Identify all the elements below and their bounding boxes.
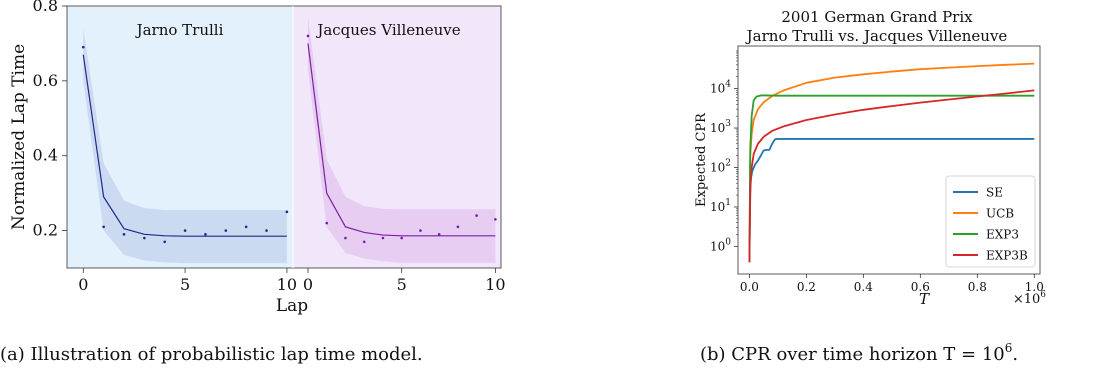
- x-tick-label: 0.2: [797, 280, 816, 294]
- x-tick-label: 1.0: [1025, 280, 1044, 294]
- y-tick-label: 0.2: [33, 221, 58, 240]
- cpr-series: [748, 62, 1035, 263]
- observed-point: [344, 236, 347, 240]
- series-line-exp3: [748, 94, 1035, 263]
- x-tick-label: 0.4: [854, 280, 873, 294]
- confidence-band: [307, 17, 496, 263]
- y-axis-label: Normalized Lap Time: [9, 44, 29, 230]
- observed-point: [163, 240, 167, 244]
- caption-b: (b) CPR over time horizon T = 106.: [700, 341, 1018, 365]
- observed-point: [475, 214, 478, 217]
- observed-point: [419, 229, 422, 232]
- x-tick-label: 10: [277, 275, 297, 294]
- lap-time-series: [81, 17, 497, 264]
- x-tick-label: 0.8: [968, 280, 987, 294]
- x-tick-label: 0.0: [740, 280, 759, 294]
- chart-title: 2001 German Grand Prix: [781, 8, 973, 26]
- observed-point: [183, 229, 187, 232]
- axis-ticks-b: 0.0 0.2 0.4 0.6 0.8 1.0 100 101 102 103 104: [710, 50, 1044, 294]
- y-tick-label: 103: [710, 119, 731, 135]
- y-tick-label: 100: [710, 237, 731, 253]
- observed-point: [400, 236, 403, 240]
- x-tick-label: 10: [485, 275, 505, 294]
- cpr-chart: 2001 German Grand Prix Jarno Trulli vs. …: [694, 8, 1046, 365]
- observed-point: [204, 233, 207, 236]
- x-axis-label-b: T: [919, 290, 930, 308]
- x-tick-label: 0: [78, 275, 88, 294]
- observed-point: [143, 236, 146, 240]
- y-tick-label: 0.8: [33, 0, 58, 15]
- caption-a: (a) Illustration of probabilistic lap ti…: [0, 344, 423, 365]
- y-tick-label: 0.6: [33, 71, 58, 90]
- legend-box: [945, 175, 1036, 268]
- x-tick-label: 5: [180, 275, 190, 294]
- plot-frame: [66, 5, 502, 269]
- x-tick-label: 0.6: [911, 280, 930, 294]
- legend-label: UCB: [986, 207, 1014, 221]
- legend-label: EXP3B: [986, 249, 1028, 263]
- observed-point: [325, 221, 329, 225]
- legend-label: EXP3: [986, 228, 1019, 242]
- observed-point: [265, 229, 268, 232]
- observed-point: [306, 34, 310, 38]
- observed-point: [224, 229, 228, 232]
- y-axis-label-b: Expected CPR: [694, 112, 709, 207]
- mean-line: [82, 54, 287, 237]
- observed-point: [285, 210, 289, 214]
- observed-point: [437, 233, 441, 236]
- observed-point: [362, 240, 366, 244]
- confidence-band: [83, 28, 287, 264]
- observed-point: [494, 218, 497, 221]
- y-tick-label: 104: [710, 80, 731, 96]
- panel-label-villeneuve: Jacques Villeneuve: [315, 21, 460, 39]
- observed-point: [102, 225, 105, 229]
- lap-time-chart: Jarno Trulli Jacques Villeneuve 0 5 10 0 5 10…: [0, 0, 506, 365]
- mean-line: [307, 43, 496, 237]
- series-line-ucb: [748, 62, 1035, 263]
- axis-ticks: 0 5 10 0 5 10 0.2 0.4 0.6 0.8: [33, 0, 506, 294]
- observed-point: [81, 45, 85, 49]
- y-tick-label: 0.4: [33, 146, 58, 165]
- observed-point: [381, 236, 385, 240]
- legend-label: SE: [986, 186, 1003, 200]
- y-tick-label: 102: [710, 159, 731, 175]
- x-axis-label: Lap: [276, 296, 308, 316]
- panel-label-trulli: Jarno Trulli: [135, 21, 224, 39]
- series-line-exp3b: [748, 89, 1035, 263]
- observed-point: [456, 225, 460, 229]
- y-tick-label: 101: [710, 198, 731, 214]
- x-axis-multiplier: ×106: [1013, 290, 1046, 307]
- x-tick-label: 5: [397, 275, 407, 294]
- chart-subtitle: Jarno Trulli vs. Jacques Villeneuve: [745, 27, 1008, 45]
- legend: SE UCB EXP3 EXP3B: [945, 175, 1036, 268]
- plot-frame-b: [737, 45, 1041, 275]
- observed-point: [122, 233, 126, 236]
- observed-point: [244, 225, 248, 229]
- x-tick-label: 0: [303, 275, 313, 294]
